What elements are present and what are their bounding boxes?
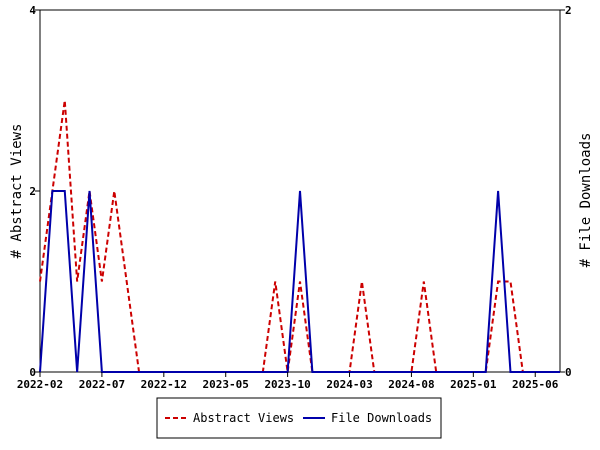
legend-label-abstract-views: Abstract Views: [193, 411, 294, 425]
legend-label-file-downloads: File Downloads: [331, 411, 432, 425]
y-right-tick-label: 2: [565, 4, 572, 17]
legend: Abstract Views File Downloads: [156, 397, 442, 439]
y-axis-left-title: # Abstract Views: [9, 124, 25, 259]
x-tick-label: 2023-05: [203, 378, 249, 391]
series-layer: [39, 100, 560, 373]
y-axis-right-title: # File Downloads: [578, 133, 594, 268]
series-line-abstract-views: [39, 100, 560, 373]
x-tick-label: 2022-02: [17, 378, 63, 391]
axis-layer: 2022-02 2022-07 2022-12 2023-05 2023-10 2024-…: [17, 4, 572, 391]
x-tick-label: 2025-06: [512, 378, 559, 391]
y-left-tick-label: 4: [29, 4, 36, 17]
y-left-tick-label: 2: [29, 185, 36, 198]
x-tick-label: 2024-08: [388, 378, 434, 391]
x-tick-label: 2023-10: [264, 378, 310, 391]
x-tick-label: 2025-01: [450, 378, 497, 391]
y-left-tick-label: 0: [29, 366, 36, 379]
y-right-tick-label: 0: [565, 366, 572, 379]
legend-box: [156, 397, 442, 439]
x-tick-label: 2022-12: [141, 378, 187, 391]
x-tick-label: 2022-07: [79, 378, 125, 391]
x-tick-label: 2024-03: [326, 378, 372, 391]
